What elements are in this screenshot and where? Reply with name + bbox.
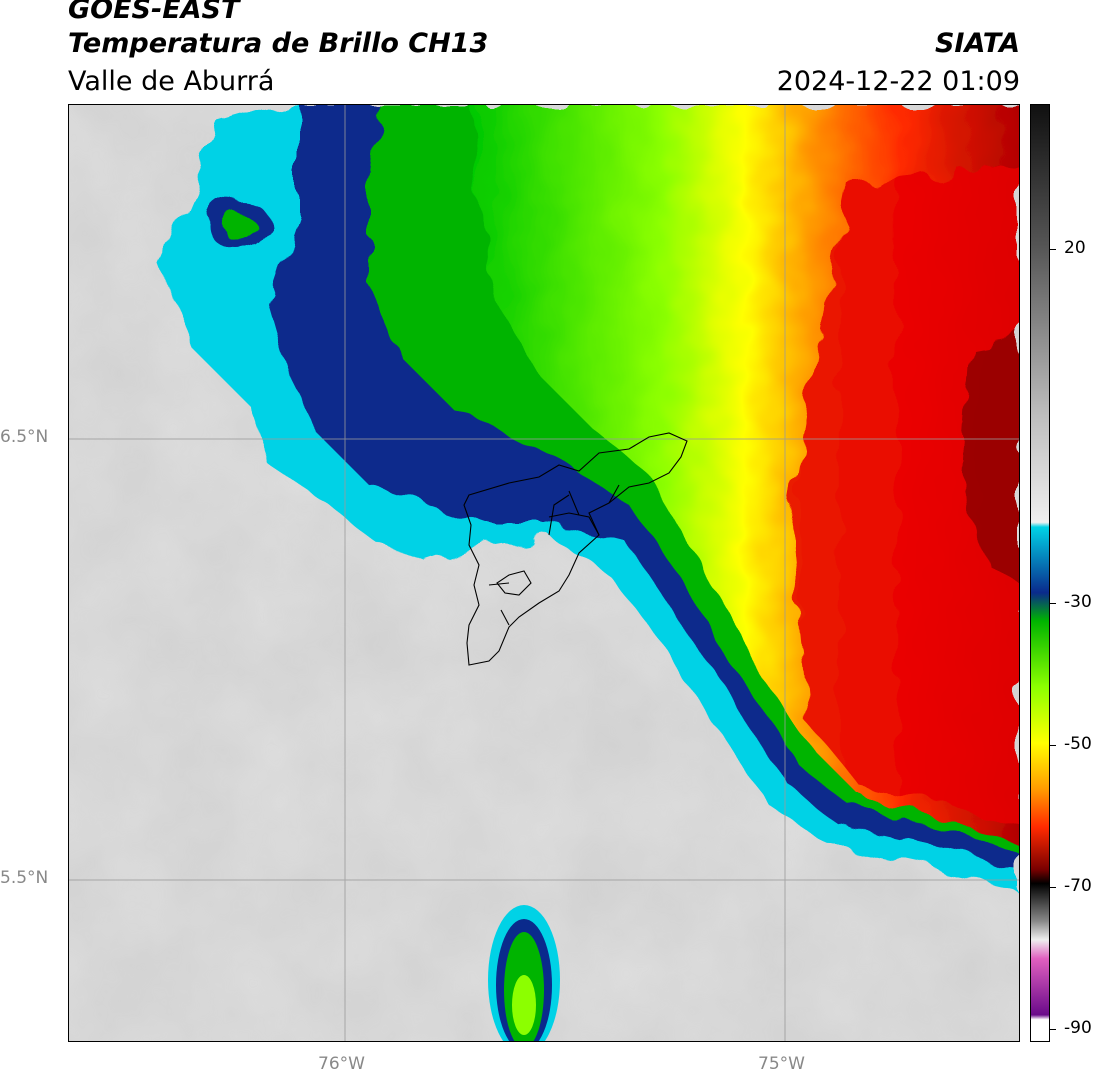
lon-label-75w: 75°W (758, 1054, 805, 1074)
colorbar-tick (1050, 745, 1056, 746)
colorbar-tick (1050, 603, 1056, 604)
brightness-temperature-field (69, 105, 1019, 1041)
colorbar-label-minus70: -70 (1064, 876, 1092, 896)
colorbar-label-minus30: -30 (1064, 592, 1092, 612)
map-gridlines (69, 105, 1019, 1041)
lon-label-76w: 76°W (318, 1054, 365, 1074)
satellite-map[interactable] (68, 104, 1020, 1042)
colorbar-label-minus50: -50 (1064, 734, 1092, 754)
brand-label: SIATA (934, 28, 1020, 59)
municipal-boundaries (463, 432, 688, 666)
product-title: Temperatura de Brillo CH13 (68, 28, 489, 59)
colorbar-tick (1050, 249, 1056, 250)
lat-label-5-5: 5.5°N (0, 868, 49, 888)
isolated-cell-north-core (223, 213, 255, 241)
temperature-colorbar (1030, 104, 1050, 1042)
colorbar-label-20: 20 (1064, 238, 1086, 258)
colorbar-tick (1050, 887, 1056, 888)
colorbar-tick (1050, 1029, 1056, 1030)
timestamp-label: 2024-12-22 01:09 (776, 66, 1020, 97)
cloud-red-core (789, 165, 1019, 825)
cloud-darkred-core (959, 335, 1019, 584)
satellite-title: GOES-EAST (68, 0, 240, 25)
lat-label-6-5: 6.5°N (0, 427, 49, 447)
isolated-cell-south (488, 905, 560, 1041)
colorbar-label-minus90: -90 (1064, 1018, 1092, 1038)
region-subtitle: Valle de Aburrá (68, 66, 275, 97)
